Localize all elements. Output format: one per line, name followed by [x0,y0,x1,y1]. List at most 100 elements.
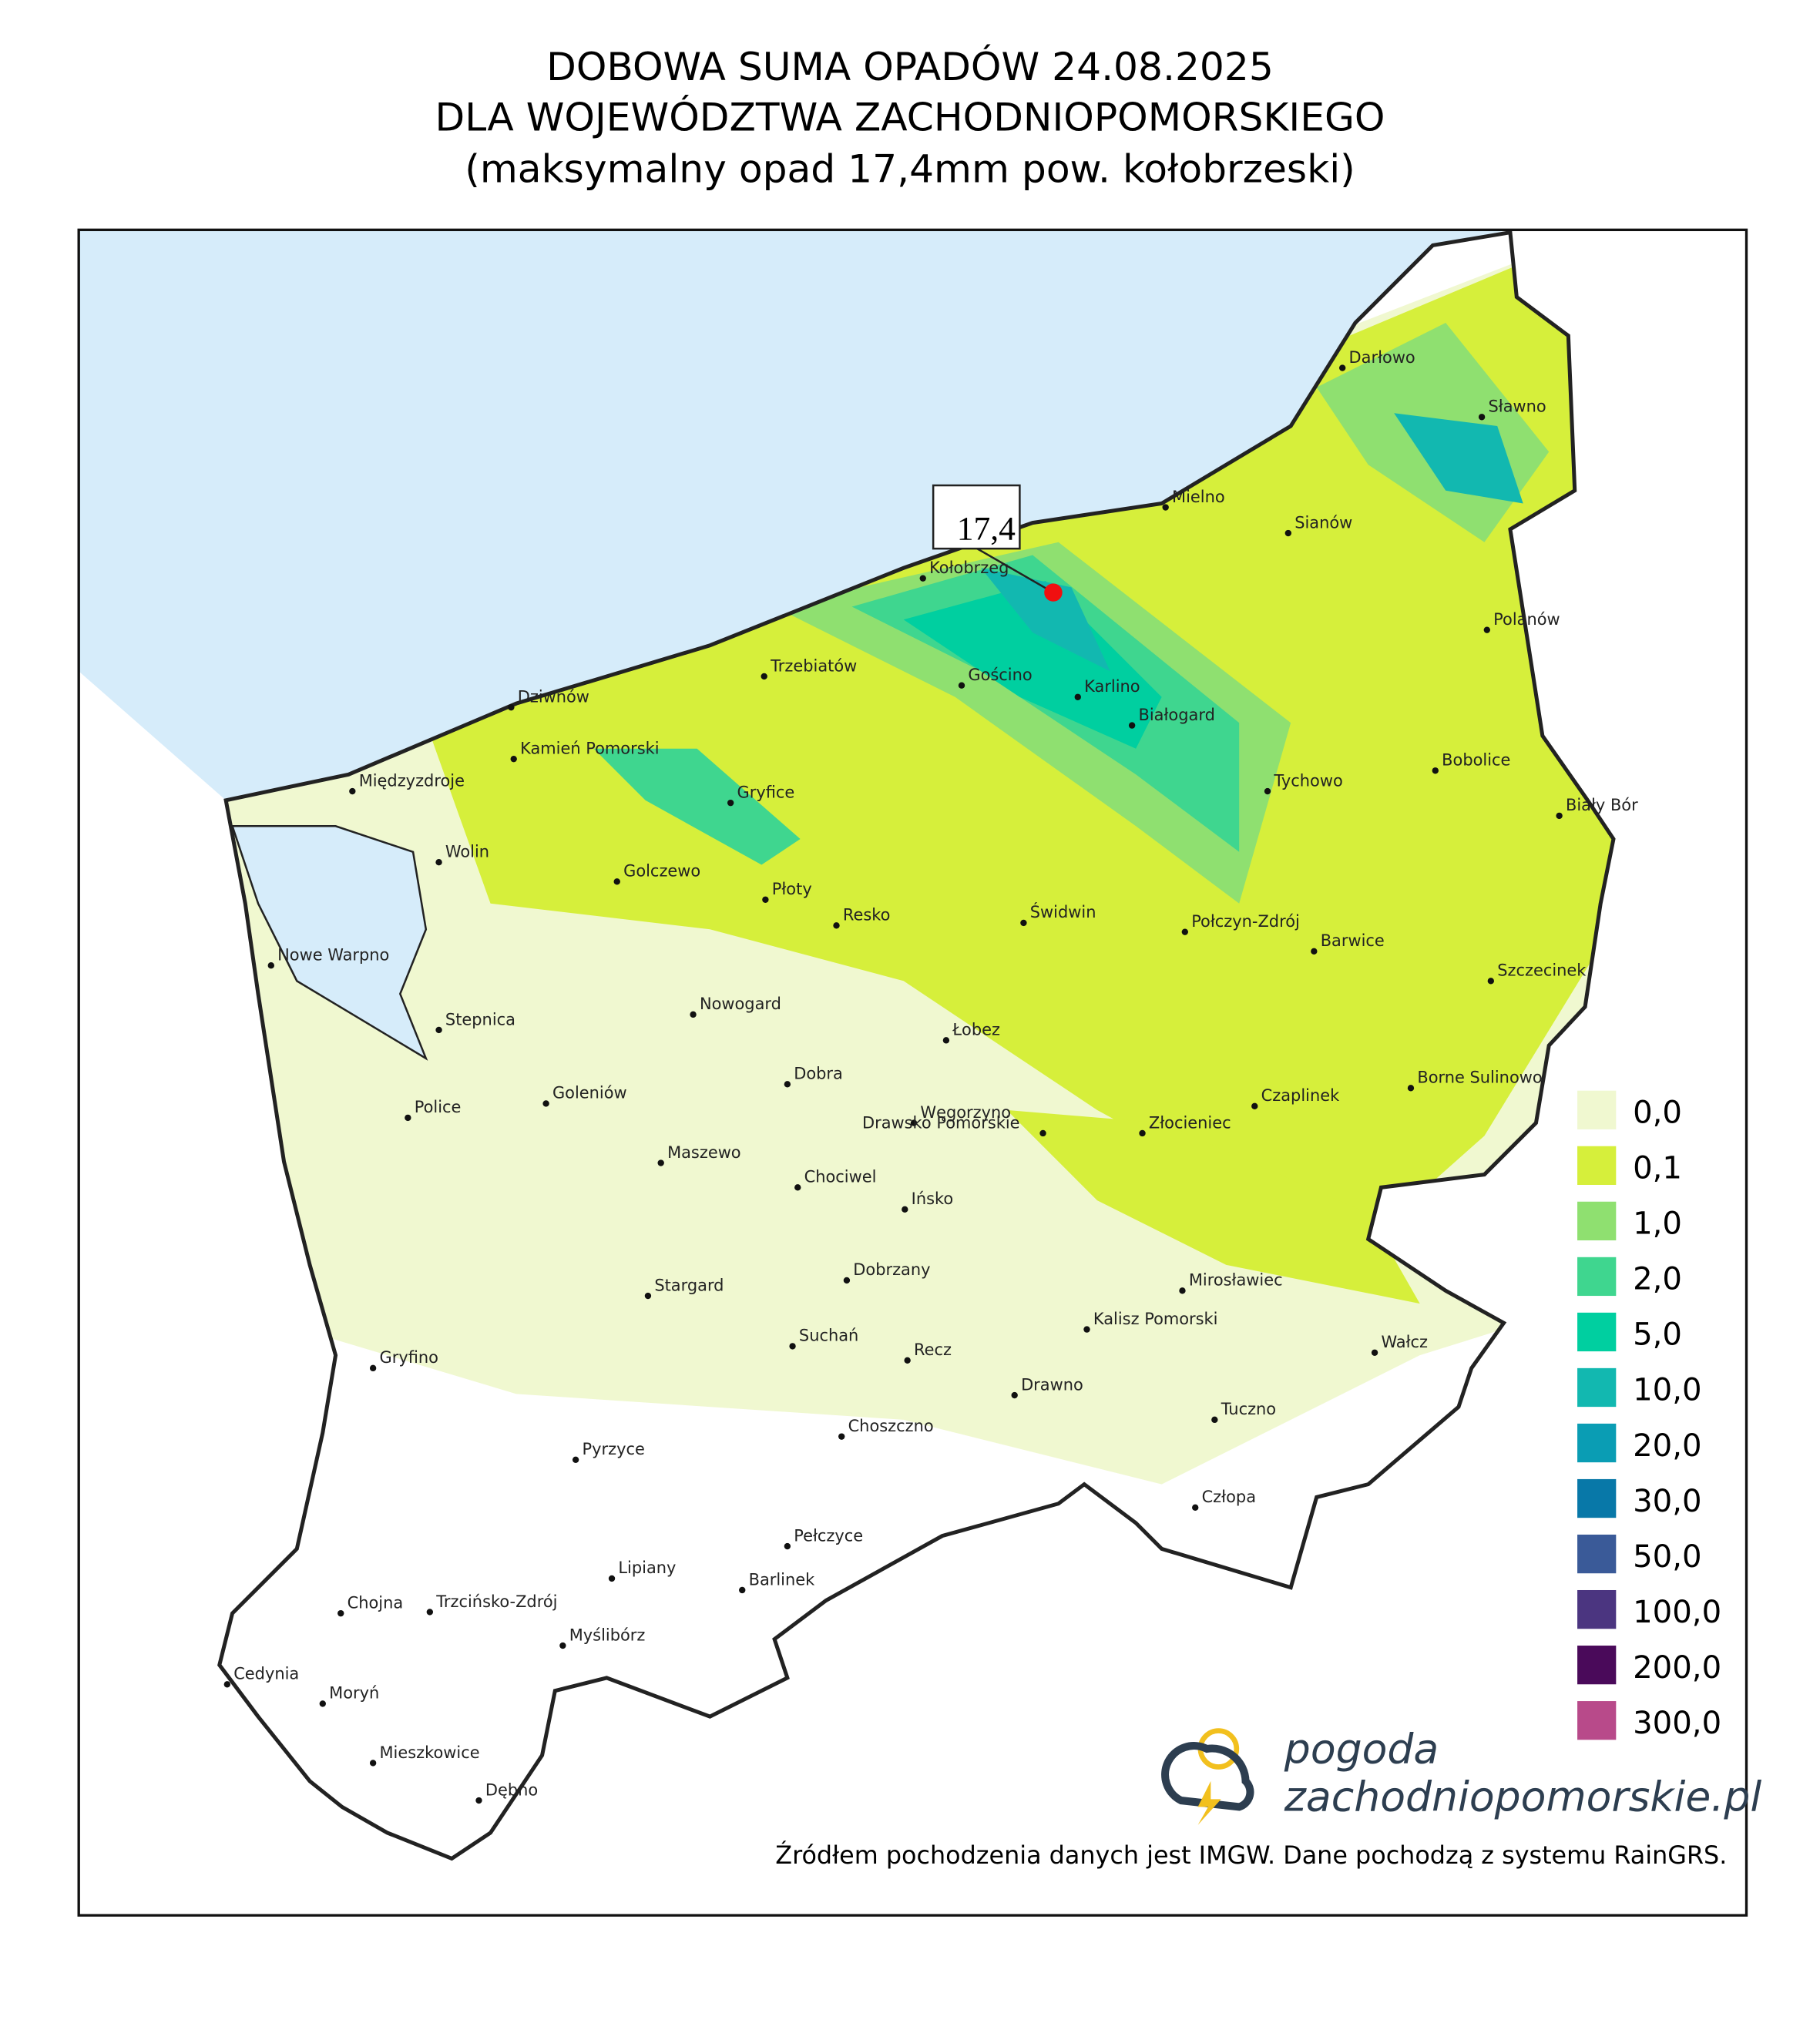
cities: Darłowo Sławno Mielno Sianów Kołobrzeg Polanó… [223,348,1638,1804]
city-label: Karlino [1084,677,1140,696]
city-dot [838,1433,845,1440]
city-label: Mielno [1172,488,1225,506]
city-dot [1179,1287,1186,1294]
city-label: Mirosławiec [1189,1271,1283,1290]
city-dot [942,1037,950,1044]
city-dot [435,859,442,866]
logo-icon [1161,1728,1254,1825]
max-point [1044,583,1063,602]
city-dot [1162,504,1169,511]
city-dot [784,1081,791,1088]
city-dot [1192,1504,1199,1511]
city-label: Węgorzyno [920,1103,1011,1122]
annotation-leader [976,548,1054,594]
city-dot [369,1364,377,1372]
city-label: Kamień Pomorski [520,739,659,757]
city-label: Wolin [445,842,489,861]
city-dot [919,575,926,582]
city-dot [762,896,769,903]
city-dot [843,1277,851,1284]
legend-label: 200,0 [1633,1650,1721,1686]
city-label: Suchań [799,1327,858,1345]
city-label: Nowe Warpno [277,946,389,965]
legend-swatch [1577,1589,1617,1629]
city-label: Połczyn-Zdrój [1191,912,1300,931]
city-label: Darłowo [1349,348,1415,367]
city-dot [1039,1129,1046,1137]
city-label: Drawno [1021,1375,1083,1394]
city-dot [1011,1391,1018,1399]
city-label: Białogard [1139,706,1215,724]
city-dot [1020,919,1027,927]
city-dot [789,1343,796,1350]
city-dot [267,962,274,969]
city-dot [690,1011,697,1018]
city-dot [223,1681,231,1688]
city-dot [475,1797,482,1804]
city-dot [337,1609,344,1617]
city-dot [1074,693,1081,700]
city-label: Goleniów [552,1084,627,1102]
city-label: Trzebiatów [770,656,857,675]
city-dot [1284,529,1292,537]
map-frame [77,228,1748,1917]
city-label: Chociwel [804,1168,877,1186]
legend-swatch [1577,1534,1617,1574]
city-dot [1311,948,1318,955]
city-label: Trzcińsko-Zdrój [435,1592,557,1611]
city-dot [349,787,356,795]
city-label: Choszczno [848,1417,934,1435]
city-label: Świdwin [1030,902,1096,921]
city-label: Dobrzany [853,1260,930,1279]
legend-swatch [1577,1312,1617,1352]
legend-label: 0,0 [1633,1096,1682,1131]
legend-swatch [1577,1423,1617,1463]
city-label: Mieszkowice [380,1743,480,1762]
legend-label: 5,0 [1633,1317,1682,1353]
city-label: Polanów [1493,610,1560,629]
title-line: DLA WOJEWÓDZTWA ZACHODNIOPOMORSKIEGO [435,94,1385,139]
title-line: DOBOWA SUMA OPADÓW 24.08.2025 [546,44,1274,89]
city-label: Chojna [348,1593,404,1612]
legend-swatch [1577,1090,1617,1129]
city-label: Ińsko [912,1190,954,1208]
city-label: Borne Sulinowo [1417,1069,1542,1087]
city-label: Resko [843,906,891,924]
city-label: Barlinek [749,1570,816,1589]
city-dot [510,755,517,763]
city-label: Barwice [1321,931,1385,950]
city-label: Szczecinek [1497,961,1587,980]
city-label: Tuczno [1221,1400,1276,1418]
city-dot [1556,812,1563,820]
city-dot [435,1026,442,1034]
city-dot [1181,928,1189,935]
city-dot [1483,626,1490,633]
city-label: Myślibórz [569,1626,646,1644]
city-dot [1432,767,1439,774]
city-label: Lipiany [618,1559,676,1577]
city-label: Drawsko Pomorskie [862,1113,1020,1132]
sea [79,230,1510,800]
city-label: Police [415,1098,462,1116]
city-label: Biały Bór [1566,796,1638,814]
legend-label: 10,0 [1633,1373,1701,1408]
logo-text: zachodniopomorskie.pl [1284,1772,1762,1820]
legend-label: 1,0 [1633,1206,1682,1242]
city-dot [1338,364,1346,371]
city-dot [904,1357,911,1364]
city-label: Kołobrzeg [929,559,1009,577]
legend-label: 300,0 [1633,1706,1721,1741]
city-label: Kalisz Pomorski [1093,1310,1218,1328]
city-dot [657,1159,664,1166]
city-dot [910,1119,918,1126]
city-label: Stepnica [445,1010,515,1028]
legend-swatch [1577,1701,1617,1740]
legend: 0,0 0,1 1,0 2,0 5,0 10,0 20,0 30,0 50,0 100,0 200,… [1577,1090,1721,1741]
city-dot [644,1292,652,1300]
city-label: Złocieniec [1149,1113,1231,1132]
city-dot [572,1456,579,1463]
city-dot [1139,1129,1146,1137]
city-dot [1251,1102,1258,1109]
city-label: Stargard [654,1276,724,1294]
city-dot [833,922,840,929]
